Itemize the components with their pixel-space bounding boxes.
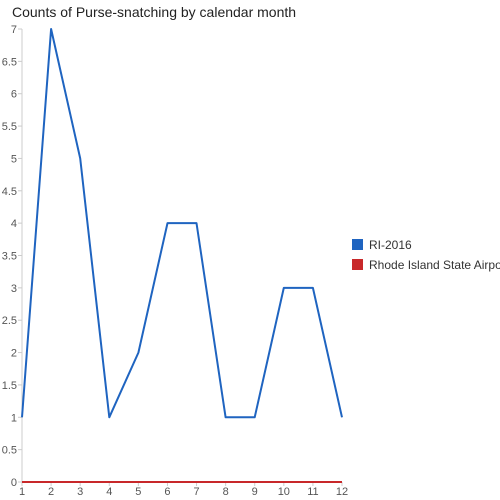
- y-tick-label: 4.5: [2, 186, 17, 198]
- axes: 00.511.522.533.544.555.566.571 2 3 4 5 6 7 8 9 10…: [2, 24, 348, 498]
- y-tick-label: 3.5: [2, 251, 17, 263]
- x-tick-label: 2: [48, 486, 54, 498]
- x-tick-label: 5: [135, 486, 141, 498]
- legend-label: Rhode Island State Airport: [369, 258, 500, 272]
- x-tick-label: 11: [307, 486, 318, 498]
- y-tick-label: 6.5: [2, 56, 17, 68]
- y-tick-label: 1: [11, 412, 17, 424]
- x-tick-label: 7: [193, 486, 199, 498]
- x-tick-label: 3: [77, 486, 83, 498]
- y-tick-label: 1.5: [2, 380, 17, 392]
- legend-swatch: [352, 239, 363, 250]
- chart-title: Counts of Purse-snatching by calendar mo…: [12, 4, 296, 20]
- x-tick-label: 1: [19, 486, 25, 498]
- y-tick-label: 5.5: [2, 121, 17, 133]
- x-tick-label: 4: [106, 486, 112, 498]
- legend-swatch: [352, 259, 363, 270]
- x-tick-label: 12: [336, 486, 348, 498]
- y-tick-label: 0: [11, 477, 17, 489]
- x-tick-label: 10: [278, 486, 290, 498]
- x-tick-label: 9: [252, 486, 258, 498]
- series-line-ri-2016: [21, 28, 343, 419]
- y-tick-label: 4: [11, 218, 17, 230]
- y-tick-label: 3: [11, 283, 17, 295]
- legend: RI-2016 Rhode Island State Airport: [352, 238, 500, 272]
- y-tick-label: 7: [11, 24, 17, 36]
- y-tick-label: 6: [11, 89, 17, 101]
- y-tick-label: 2.5: [2, 315, 17, 327]
- series-layer: [21, 28, 343, 483]
- y-tick-label: 5: [11, 153, 17, 165]
- y-tick-label: 2: [11, 348, 17, 360]
- x-tick-label: 8: [223, 486, 229, 498]
- x-tick-label: 6: [164, 486, 170, 498]
- legend-label: RI-2016: [369, 238, 412, 252]
- y-tick-label: 0.5: [2, 445, 17, 457]
